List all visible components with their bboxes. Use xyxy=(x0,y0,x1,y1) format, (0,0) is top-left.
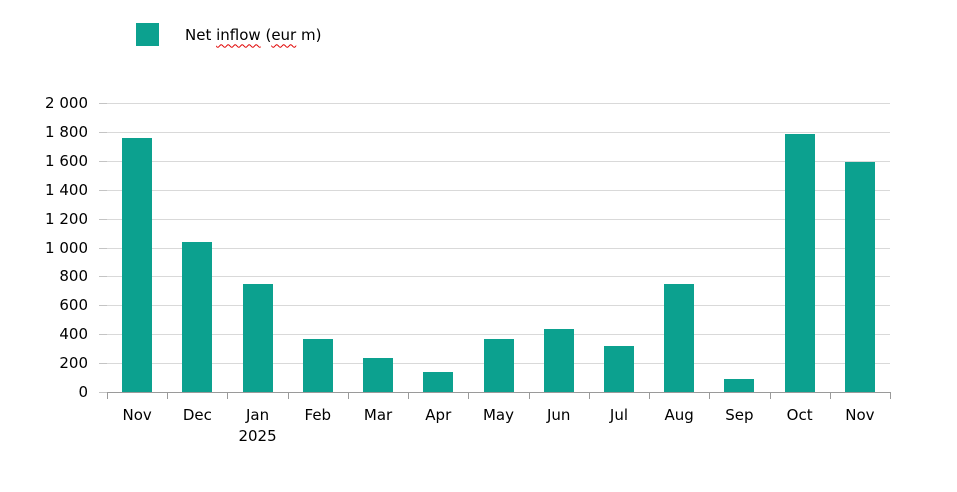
bar-apr[interactable] xyxy=(423,372,454,392)
y-axis-label: 1 200 xyxy=(45,209,88,228)
legend-label-misspelled-word: inflow xyxy=(216,25,261,44)
bar-aug[interactable] xyxy=(664,284,695,392)
x-axis-label: Jul xyxy=(609,406,628,424)
x-axis-label: Apr xyxy=(425,406,452,424)
y-axis-tick xyxy=(99,160,107,162)
y-axis-label: 1 600 xyxy=(45,151,88,170)
y-axis-tick xyxy=(99,334,107,336)
y-axis-label: 600 xyxy=(59,296,88,315)
x-axis-label: Nov xyxy=(845,406,875,424)
y-axis-tick xyxy=(99,276,107,278)
legend-label-text: ( xyxy=(260,25,272,44)
bar-mar[interactable] xyxy=(363,358,394,392)
x-axis-tick xyxy=(649,393,651,399)
x-axis-label: May xyxy=(482,406,514,424)
x-axis-label: Nov xyxy=(122,406,152,424)
y-axis-tick xyxy=(99,363,107,365)
bar-jun[interactable] xyxy=(543,329,574,392)
y-axis-label: 200 xyxy=(59,354,88,373)
y-axis-tick xyxy=(99,305,107,307)
x-axis-tick xyxy=(890,393,891,399)
y-axis-tick xyxy=(99,218,107,220)
y-axis-label: 800 xyxy=(59,267,88,286)
y-axis-tick xyxy=(99,247,107,249)
y-axis-tick xyxy=(99,392,107,393)
x-axis-label: Aug xyxy=(664,406,694,424)
x-axis-label: Feb xyxy=(304,406,332,424)
x-axis-tick xyxy=(769,393,771,399)
x-axis-tick xyxy=(408,393,410,399)
y-axis-tick xyxy=(99,131,107,133)
y-axis-tick xyxy=(99,103,107,104)
x-axis-label: Mar xyxy=(363,406,393,424)
y-axis-label: 2 000 xyxy=(45,94,88,112)
legend-label-text: m) xyxy=(296,25,322,44)
x-axis-label: Jun xyxy=(547,406,571,424)
y-axis-label: 1 000 xyxy=(45,238,88,257)
x-axis-tick xyxy=(588,393,590,399)
y-axis-tick xyxy=(99,189,107,191)
legend-label[interactable]: Net inflow (eur m) xyxy=(185,26,321,44)
x-axis-label: Dec xyxy=(182,406,212,424)
y-axis-label: 400 xyxy=(59,325,88,344)
x-axis-tick xyxy=(528,393,530,399)
y-gridline xyxy=(107,103,890,104)
y-axis-label: 1 400 xyxy=(45,180,88,199)
x-axis-label: Oct xyxy=(786,406,813,424)
y-gridline xyxy=(107,276,890,278)
x-axis-tick xyxy=(107,393,108,399)
x-axis-line xyxy=(107,392,891,393)
x-axis-tick xyxy=(227,393,229,399)
y-gridline xyxy=(107,160,890,162)
x-axis-tick xyxy=(709,393,711,399)
x-axis-label: Jan xyxy=(246,406,270,424)
x-axis-label: Sep xyxy=(725,406,754,424)
y-axis-label: 0 xyxy=(78,383,88,401)
x-axis-tick xyxy=(347,393,349,399)
y-gridline xyxy=(107,131,890,133)
bar-may[interactable] xyxy=(483,338,514,392)
y-gridline xyxy=(107,334,890,336)
x-axis-tick xyxy=(167,393,169,399)
x-axis-year-label: 2025 xyxy=(238,427,277,445)
x-axis-tick xyxy=(468,393,470,399)
bar-sep[interactable] xyxy=(724,378,755,392)
bar-jan[interactable] xyxy=(242,283,273,392)
bar-nov[interactable] xyxy=(122,138,153,392)
y-gridline xyxy=(107,218,890,220)
legend: Net inflow (eur m) xyxy=(136,23,321,46)
y-gridline xyxy=(107,189,890,191)
legend-label-text: Net xyxy=(185,25,217,44)
bar-jul[interactable] xyxy=(603,346,634,392)
bar-nov[interactable] xyxy=(844,162,875,392)
y-gridline xyxy=(107,305,890,307)
bar-dec[interactable] xyxy=(182,242,213,392)
x-axis-tick xyxy=(829,393,831,399)
y-gridline xyxy=(107,247,890,249)
bar-feb[interactable] xyxy=(302,338,333,392)
x-axis-tick xyxy=(287,393,289,399)
bar-oct[interactable] xyxy=(784,134,815,392)
legend-label-misspelled-word: eur xyxy=(271,25,297,44)
legend-swatch[interactable] xyxy=(136,23,159,46)
y-axis-label: 1 800 xyxy=(45,122,88,141)
